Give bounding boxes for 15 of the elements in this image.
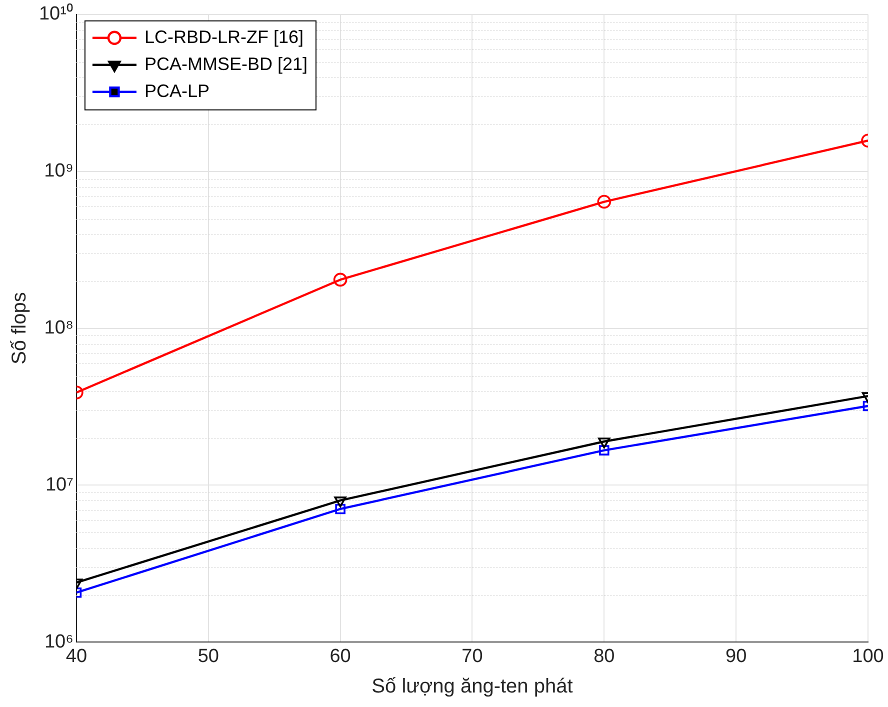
legend-label: PCA-LP bbox=[144, 80, 210, 101]
legend-label: LC-RBD-LR-ZF [16] bbox=[144, 26, 304, 47]
x-tick-label: 100 bbox=[852, 646, 884, 667]
legend-label: PCA-MMSE-BD [21] bbox=[144, 54, 308, 74]
x-axis-title: Số lượng ăng-ten phát bbox=[372, 676, 574, 698]
y-tick-label: 10⁹ bbox=[44, 160, 74, 182]
y-tick-label: 10⁸ bbox=[44, 318, 74, 339]
x-tick-label: 60 bbox=[330, 646, 351, 667]
x-tick-label: 70 bbox=[462, 646, 483, 667]
y-tick-label: 10⁷ bbox=[45, 474, 74, 496]
x-tick-label: 90 bbox=[726, 646, 747, 667]
x-tick-label: 50 bbox=[198, 646, 219, 667]
x-tick-label: 80 bbox=[594, 646, 615, 667]
y-tick-label: 10¹⁰ bbox=[38, 2, 74, 25]
y-axis-title: Số flops bbox=[8, 292, 31, 364]
